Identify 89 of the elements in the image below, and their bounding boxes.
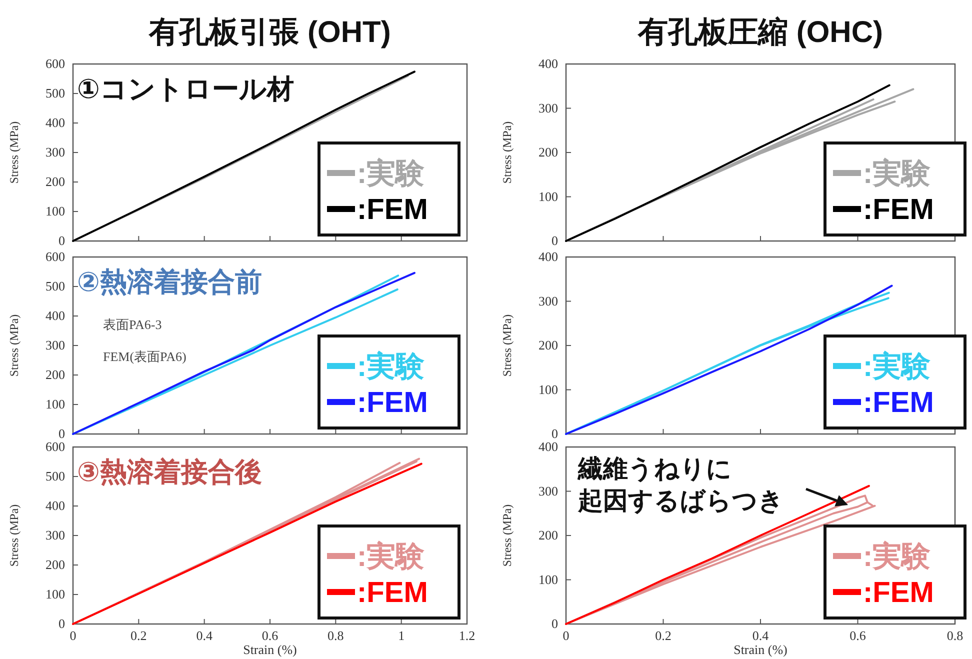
x-tick-label: 0.2: [655, 628, 672, 643]
y-tick-label: 400: [46, 115, 65, 130]
y-tick-label: 600: [46, 439, 65, 454]
legend-item: :FEM: [327, 387, 428, 419]
legend-label: :実験: [357, 157, 425, 190]
legend-label: :実験: [863, 540, 931, 573]
x-tick-label: 0.8: [328, 628, 344, 643]
y-tick-label: 400: [46, 498, 65, 513]
y-axis-title: Stress (MPa): [500, 121, 514, 184]
y-tick-label: 0: [552, 426, 558, 441]
y-tick-label: 100: [46, 204, 65, 218]
legend-label: :FEM: [863, 577, 934, 609]
y-tick-label: 0: [58, 426, 65, 441]
legend-item: :FEM: [327, 577, 428, 609]
x-tick-label: 0: [562, 628, 570, 643]
legend-item: :FEM: [327, 194, 428, 226]
y-tick-label: 300: [538, 483, 558, 498]
x-tick-label: 0.6: [850, 628, 866, 643]
legend-label: :実験: [357, 350, 425, 383]
legend-label: :FEM: [863, 387, 934, 419]
y-tick-label: 400: [538, 439, 558, 454]
chart-subtitle: ②熱溶着接合前: [77, 267, 262, 297]
x-axis-title: Strain (%): [243, 642, 297, 657]
y-tick-label: 200: [538, 528, 558, 542]
y-tick-label: 100: [538, 572, 558, 587]
y-tick-label: 200: [46, 557, 65, 572]
y-tick-label: 600: [46, 56, 65, 71]
chart-subtitle: ①コントロール材: [77, 74, 294, 104]
legend-item: :実験: [833, 541, 931, 573]
chart-title: 有孔板引張 (OHT): [148, 16, 391, 49]
legend-label: :FEM: [863, 194, 934, 226]
y-axis-title: Stress (MPa): [500, 314, 514, 377]
legend-item: :FEM: [833, 577, 934, 609]
y-tick-label: 300: [46, 528, 65, 542]
y-tick-label: 0: [58, 233, 65, 248]
y-tick-label: 200: [46, 367, 65, 382]
annotation: 繊維うねりに: [577, 455, 732, 483]
y-tick-label: 300: [46, 338, 65, 352]
legend-item: :FEM: [833, 194, 934, 226]
legend-item: :実験: [833, 158, 931, 190]
y-tick-label: 0: [58, 616, 65, 631]
legend-label: :FEM: [357, 194, 428, 226]
chart-subtitle: ③熱溶着接合後: [77, 457, 262, 487]
x-tick-label: 0.4: [752, 628, 770, 643]
y-tick-label: 100: [538, 382, 558, 397]
y-tick-label: 600: [46, 249, 65, 264]
legend-item: :実験: [833, 351, 931, 383]
x-tick-label: 0.4: [196, 628, 213, 643]
chart-title: 有孔板圧縮 (OHC): [637, 16, 883, 49]
y-tick-label: 500: [46, 278, 65, 294]
y-tick-label: 400: [46, 308, 65, 323]
y-tick-label: 400: [538, 249, 558, 264]
x-tick-label: 0.6: [262, 628, 279, 643]
legend-label: :実験: [863, 157, 931, 190]
y-axis-title: Stress (MPa): [7, 314, 21, 377]
y-axis-title: Stress (MPa): [7, 121, 21, 184]
y-tick-label: 300: [46, 144, 65, 160]
y-tick-label: 100: [46, 396, 65, 412]
y-axis-title: Stress (MPa): [7, 504, 21, 567]
y-tick-label: 0: [552, 233, 558, 248]
y-tick-label: 200: [538, 338, 558, 352]
legend-label: :実験: [357, 540, 425, 573]
x-tick-label: 0: [70, 628, 76, 643]
y-tick-label: 500: [46, 468, 65, 484]
y-tick-label: 200: [538, 144, 558, 160]
legend-item: :実験: [327, 351, 425, 383]
x-tick-label: 0.2: [130, 628, 147, 643]
y-tick-label: 300: [538, 100, 558, 116]
y-tick-label: 0: [552, 616, 558, 631]
annotation: 表面PA6-3: [103, 317, 162, 332]
y-axis-title: Stress (MPa): [500, 504, 514, 567]
y-tick-label: 100: [46, 586, 65, 602]
legend-label: :実験: [863, 350, 931, 383]
legend-item: :FEM: [833, 387, 934, 419]
y-tick-label: 400: [538, 56, 558, 71]
legend-label: :FEM: [357, 387, 428, 419]
legend-label: :FEM: [357, 577, 428, 609]
y-tick-label: 500: [46, 86, 65, 100]
x-tick-label: 0.8: [946, 628, 964, 643]
legend-item: :実験: [327, 541, 425, 573]
y-tick-label: 300: [538, 293, 558, 308]
annotation: 起因するばらつき: [577, 487, 784, 515]
x-tick-label: 1: [398, 628, 405, 643]
y-tick-label: 100: [538, 188, 558, 204]
annotation: FEM(表面PA6): [103, 349, 186, 364]
legend-item: :実験: [327, 158, 425, 190]
x-tick-label: 1.2: [458, 628, 476, 643]
y-tick-label: 200: [46, 174, 65, 189]
x-axis-title: Strain (%): [734, 642, 788, 657]
